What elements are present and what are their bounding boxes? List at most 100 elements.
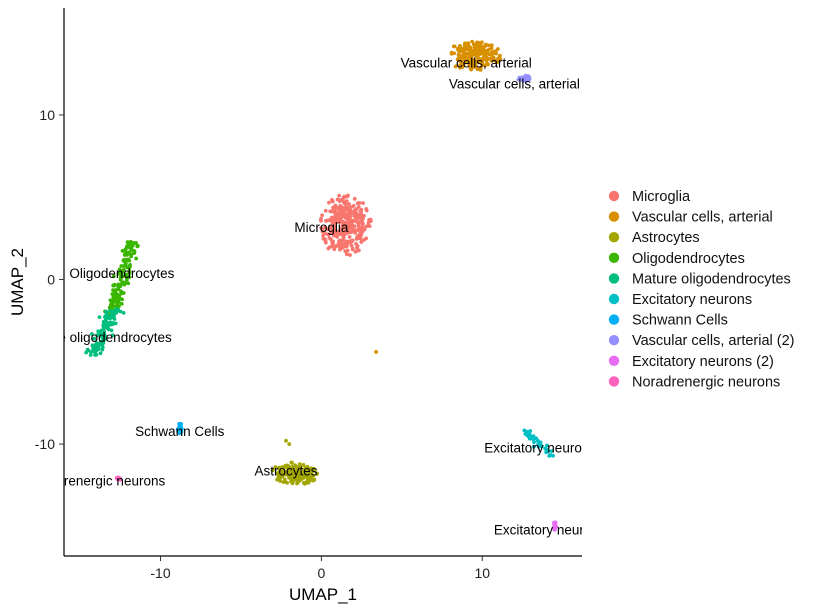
point-vascular-cells-arterial [478, 68, 483, 72]
point-astrocytes [310, 467, 315, 472]
point-oligodendrocytes [120, 297, 124, 302]
point-vascular-cells-arterial [458, 46, 463, 50]
point-microglia [327, 236, 332, 240]
point-oligodendrocytes [121, 280, 126, 285]
point-oligodendrocytes [119, 291, 124, 296]
point-astrocytes [307, 478, 312, 483]
point-microglia [356, 204, 361, 209]
point-oligodendrocytes [118, 270, 123, 275]
legend-swatch-noradrenergic-neurons [608, 376, 620, 387]
point-vascular-cells-arterial [497, 53, 502, 58]
legend-label-astrocytes: Astrocytes [632, 230, 700, 246]
point-astrocytes [298, 470, 302, 475]
point-vascular-cells-arterial [489, 46, 494, 51]
point-vascular-cells-arterial [471, 42, 476, 47]
point-microglia [359, 220, 364, 224]
point-vascular-cells-arterial [466, 43, 471, 48]
point-microglia [346, 218, 351, 223]
point-microglia [353, 230, 358, 235]
point-microglia [350, 238, 355, 243]
legend-swatch-schwann-cells [608, 314, 620, 325]
point-mature-oligodendrocytes [92, 336, 97, 341]
point-excitatory-neurons [549, 449, 554, 454]
point-vascular-cells-arterial [488, 56, 493, 61]
point-microglia [352, 196, 357, 201]
point-mature-oligodendrocytes [92, 349, 97, 354]
point-excitatory-neurons [531, 444, 536, 449]
point-oligodendrocytes [118, 276, 123, 280]
legend: Microglia Vascular cells, arterial Astrocy… [608, 189, 795, 390]
x-tick-label: -10 [150, 565, 170, 581]
point-mature-oligodendrocytes [94, 341, 99, 346]
cluster-label-vascular-cells-arterial-2: Vascular cells, arterial [449, 77, 580, 92]
point-astrocytes [289, 460, 294, 465]
point-astrocytes [283, 465, 288, 469]
point-microglia [340, 229, 344, 234]
point-vascular-cells-arterial [474, 65, 479, 70]
point-microglia [345, 205, 350, 210]
cluster-label-microglia: Microglia [294, 220, 349, 235]
point-vascular-cells-arterial [469, 51, 474, 56]
point-oligodendrocytes [111, 283, 116, 288]
point-microglia [358, 209, 363, 214]
point-oligodendrocytes [125, 252, 130, 256]
point-oligodendrocytes [124, 245, 129, 249]
point-vascular-cells-arterial [479, 59, 484, 64]
point-mature-oligodendrocytes [101, 319, 106, 324]
legend-swatch-astrocytes [608, 232, 620, 243]
legend-swatch-vascular-cells-arterial-2 [608, 335, 620, 346]
point-noradrenergic-neurons [117, 477, 122, 481]
point-microglia [338, 198, 342, 203]
point-microglia [324, 219, 329, 223]
point-microglia [348, 240, 352, 245]
point-microglia [346, 211, 351, 216]
point-microglia [339, 215, 344, 219]
point-microglia [344, 252, 349, 257]
point-oligodendrocytes [125, 240, 130, 245]
point-vascular-cells-arterial [491, 55, 496, 60]
legend-label-schwann-cells: Schwann Cells [632, 313, 728, 329]
point-vascular-cells-arterial [453, 64, 458, 69]
x-axis-title: UMAP_1 [289, 585, 357, 604]
point-oligodendrocytes [132, 249, 137, 254]
point-microglia [335, 205, 340, 210]
point-microglia [335, 214, 339, 219]
point-microglia [359, 238, 364, 243]
point-mature-oligodendrocytes [112, 311, 117, 316]
point-vascular-cells-arterial-2 [520, 78, 524, 82]
point-mature-oligodendrocytes [121, 310, 126, 315]
point-mature-oligodendrocytes [118, 309, 123, 314]
point-microglia [329, 215, 334, 220]
legend-swatch-vascular-cells-arterial [608, 211, 620, 222]
point-vascular-cells-arterial [476, 60, 480, 65]
point-microglia [327, 200, 331, 205]
point-excitatory-neurons [545, 443, 549, 448]
point-microglia [333, 218, 337, 223]
point-astrocytes [273, 465, 278, 470]
point-oligodendrocytes [124, 277, 129, 282]
point-astrocytes [303, 481, 307, 486]
point-vascular-cells-arterial-2 [523, 73, 528, 78]
cluster-label-excitatory-neurons: Excitatory neurons [484, 440, 596, 455]
point-vascular-cells-arterial [458, 63, 462, 68]
point-vascular-cells-arterial [451, 44, 456, 49]
point-astrocytes [278, 466, 283, 471]
point-microglia [361, 201, 365, 206]
point-mature-oligodendrocytes [98, 351, 103, 356]
point-oligodendrocytes [121, 267, 126, 272]
point-oligodendrocytes [124, 272, 128, 277]
point-vascular-cells-arterial [475, 40, 480, 45]
point-microglia [326, 232, 331, 237]
point-mature-oligodendrocytes [96, 329, 101, 334]
point-oligodendrocytes [126, 281, 131, 286]
point-oligodendrocytes [128, 263, 132, 267]
point-oligodendrocytes [125, 265, 130, 270]
point-microglia [358, 229, 362, 234]
point-oligodendrocytes [129, 254, 134, 259]
legend-swatch-microglia [608, 190, 620, 202]
point-astrocytes [270, 468, 275, 472]
point-mature-oligodendrocytes [100, 334, 104, 339]
point-microglia [327, 245, 332, 250]
point-microglia [351, 225, 355, 230]
axis-ticks: -10 0 10 -10 0 10 [35, 107, 490, 581]
